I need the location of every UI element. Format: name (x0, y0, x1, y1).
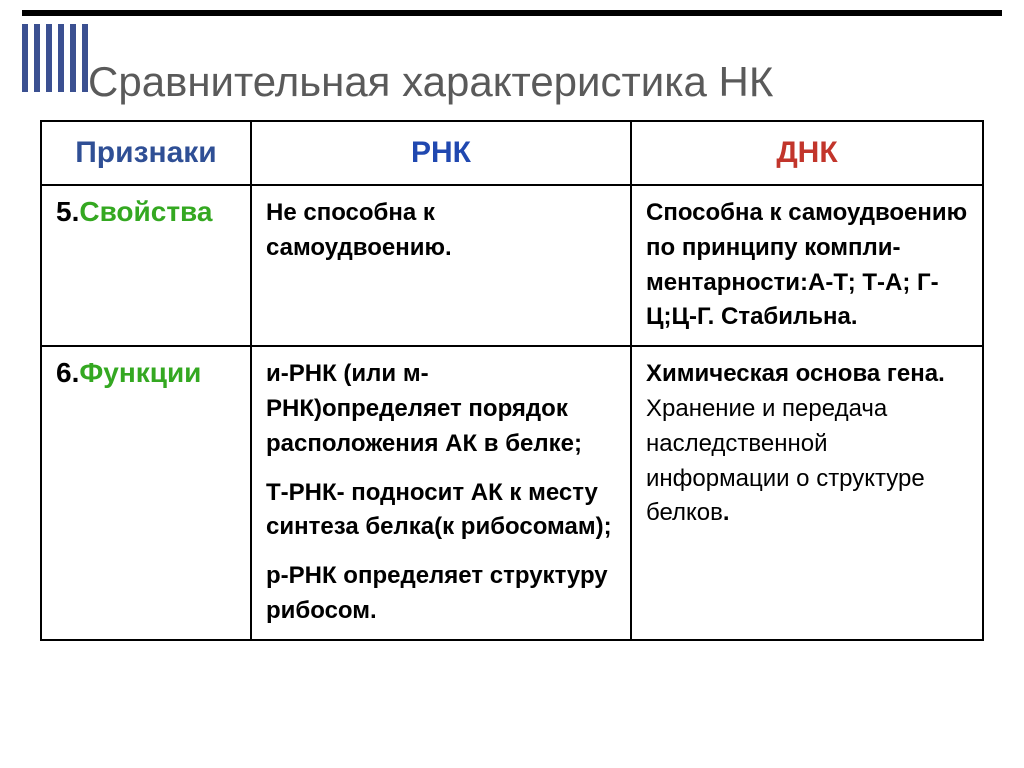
row6-label-cell: 6.Функции (41, 346, 251, 640)
row5-label-cell: 5.Свойства (41, 185, 251, 346)
header-attr-text: Признаки (75, 136, 217, 169)
table-header-row: Признаки РНК ДНК (41, 121, 983, 185)
slide-title: Сравнительная характеристика НК (88, 58, 773, 106)
comparison-table: Признаки РНК ДНК 5.Свойства Не способна … (40, 120, 984, 641)
table-row: 5.Свойства Не способна к самоудвоению. С… (41, 185, 983, 346)
row6-rna-cell: и-РНК (или м-РНК)определяет порядок расп… (251, 346, 631, 640)
row5-dna-text: Способна к самоудвоению по принципу комп… (646, 196, 968, 335)
row5-num: 5. (56, 196, 79, 227)
row6-dna-text: Химическая основа гена. Хранение и перед… (646, 357, 968, 531)
row6-dna-p1a: Химическая основа гена. (646, 360, 945, 387)
row6-rna-text: и-РНК (или м-РНК)определяет порядок расп… (266, 357, 616, 629)
header-rna: РНК (251, 121, 631, 185)
row6-dna-p1b: Хранение и передача наследственной инфор… (646, 395, 925, 526)
row6-rna-p3: р-РНК определяет структуру рибосом. (266, 559, 616, 629)
table-row: 6.Функции и-РНК (или м-РНК)определяет по… (41, 346, 983, 640)
header-attr: Признаки (41, 121, 251, 185)
row6-num: 6. (56, 357, 79, 388)
row5-rna-text: Не способна к самоудвоению. (266, 196, 616, 266)
row6-label: 6.Функции (56, 357, 236, 389)
row6-rna-p1: и-РНК (или м-РНК)определяет порядок расп… (266, 357, 616, 461)
header-dna-text: ДНК (776, 136, 837, 169)
top-bar (22, 10, 1002, 16)
header-dna: ДНК (631, 121, 983, 185)
row6-dna-p1c: . (723, 499, 730, 526)
row6-labeltext: Функции (79, 357, 201, 388)
row6-dna-p1: Химическая основа гена. Хранение и перед… (646, 357, 968, 531)
corner-stripes (22, 24, 88, 92)
row5-dna-cell: Способна к самоудвоению по принципу комп… (631, 185, 983, 346)
row5-labeltext: Свойства (79, 196, 212, 227)
row5-rna-cell: Не способна к самоудвоению. (251, 185, 631, 346)
row6-dna-cell: Химическая основа гена. Хранение и перед… (631, 346, 983, 640)
row6-rna-p2: Т-РНК- подносит АК к месту синтеза белка… (266, 476, 616, 546)
row5-label: 5.Свойства (56, 196, 236, 228)
header-rna-text: РНК (411, 136, 471, 169)
